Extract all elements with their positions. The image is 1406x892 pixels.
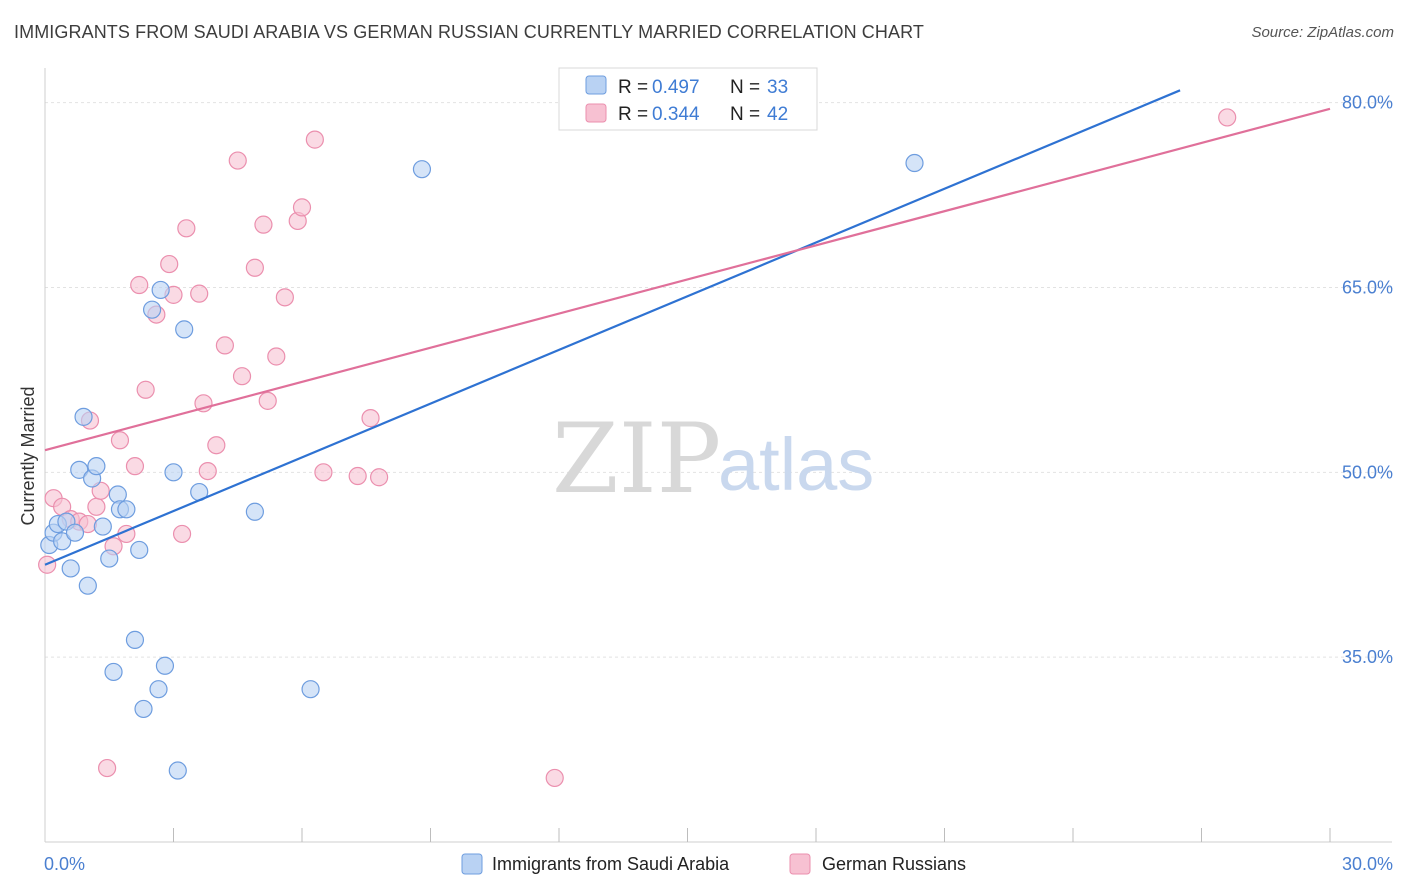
point-german-russians bbox=[254, 215, 273, 234]
legend-label-german-russians: German Russians bbox=[822, 854, 966, 874]
point-german-russians bbox=[267, 347, 286, 366]
point-saudi-arabia bbox=[134, 699, 153, 719]
stats-r-label-blue: R = bbox=[618, 77, 648, 98]
point-saudi-arabia bbox=[74, 407, 93, 426]
point-saudi-arabia bbox=[168, 761, 187, 780]
point-german-russians bbox=[207, 436, 226, 455]
point-saudi-arabia bbox=[301, 680, 320, 699]
point-german-russians bbox=[232, 367, 252, 386]
point-german-russians bbox=[545, 768, 564, 788]
stats-r-value-pink: 0.344 bbox=[652, 104, 700, 125]
stats-n-value-blue: 33 bbox=[767, 77, 788, 98]
point-saudi-arabia bbox=[100, 549, 119, 568]
trend-line-german-russians bbox=[44, 107, 1331, 452]
stats-r-value-blue: 0.497 bbox=[652, 77, 700, 98]
trend-lines bbox=[44, 89, 1331, 566]
point-saudi-arabia bbox=[104, 662, 123, 682]
point-german-russians bbox=[215, 336, 234, 355]
point-saudi-arabia bbox=[149, 680, 168, 699]
point-saudi-arabia bbox=[93, 517, 112, 536]
point-saudi-arabia bbox=[245, 502, 264, 521]
point-saudi-arabia bbox=[130, 540, 149, 560]
point-german-russians bbox=[160, 254, 179, 274]
stats-swatch-blue bbox=[585, 75, 607, 95]
point-german-russians bbox=[314, 463, 333, 482]
point-saudi-arabia bbox=[175, 320, 194, 339]
point-saudi-arabia bbox=[61, 559, 80, 578]
stats-r-label-pink: R = bbox=[618, 104, 648, 125]
watermark-zip: ZIP bbox=[552, 403, 721, 515]
point-german-russians bbox=[370, 468, 389, 487]
gridlines bbox=[45, 102, 1392, 658]
point-german-russians bbox=[91, 481, 110, 500]
y-axis-label: Currently Married bbox=[18, 386, 38, 525]
x-tick-label: 30.0% bbox=[1342, 854, 1393, 874]
point-saudi-arabia bbox=[70, 460, 89, 479]
point-saudi-arabia bbox=[53, 532, 72, 551]
chart-title: IMMIGRANTS FROM SAUDI ARABIA VS GERMAN R… bbox=[14, 22, 924, 42]
legend-swatch-saudi-arabia bbox=[461, 853, 483, 875]
point-saudi-arabia bbox=[151, 280, 170, 300]
point-german-russians bbox=[348, 466, 367, 486]
data-points bbox=[38, 108, 1237, 788]
tick-labels: 35.0% 50.0% 65.0% 80.0% 0.0% 30.0% bbox=[44, 93, 1393, 874]
stats-n-label-blue: N = bbox=[730, 77, 760, 98]
trend-line-saudi-arabia bbox=[44, 89, 1181, 566]
point-german-russians bbox=[361, 409, 380, 428]
source-credit: Source: ZipAtlas.com bbox=[1251, 24, 1394, 41]
point-saudi-arabia bbox=[87, 457, 106, 476]
y-tick-label: 80.0% bbox=[1342, 93, 1393, 113]
point-saudi-arabia bbox=[117, 500, 136, 519]
y-tick-label: 65.0% bbox=[1342, 277, 1393, 297]
point-german-russians bbox=[228, 151, 247, 170]
point-german-russians bbox=[130, 275, 149, 295]
point-german-russians bbox=[136, 380, 155, 399]
point-german-russians bbox=[98, 758, 117, 778]
series-legend: Immigrants from Saudi Arabia German Russ… bbox=[461, 853, 966, 875]
x-tick-label: 0.0% bbox=[44, 854, 85, 874]
legend-label-saudi-arabia: Immigrants from Saudi Arabia bbox=[492, 854, 730, 874]
y-tick-label: 50.0% bbox=[1342, 462, 1393, 482]
point-german-russians bbox=[305, 130, 324, 149]
point-german-russians bbox=[110, 431, 130, 450]
point-saudi-arabia bbox=[155, 656, 175, 675]
point-saudi-arabia bbox=[905, 153, 924, 173]
point-saudi-arabia bbox=[142, 300, 162, 319]
stats-swatch-pink bbox=[585, 103, 607, 123]
point-german-russians bbox=[190, 284, 209, 303]
point-german-russians bbox=[258, 391, 277, 410]
watermark-atlas: atlas bbox=[718, 423, 874, 506]
axes bbox=[44, 68, 1392, 843]
point-saudi-arabia bbox=[78, 576, 97, 595]
point-german-russians bbox=[1218, 108, 1237, 127]
watermark: ZIP atlas bbox=[552, 403, 874, 515]
legend-swatch-german-russians bbox=[789, 853, 811, 875]
point-german-russians bbox=[87, 497, 106, 516]
point-german-russians bbox=[172, 524, 192, 544]
point-saudi-arabia bbox=[125, 630, 145, 650]
point-saudi-arabia bbox=[412, 160, 432, 179]
stats-legend: R = 0.497 N = 33 R = 0.344 N = 42 bbox=[558, 67, 818, 131]
point-german-russians bbox=[198, 461, 217, 481]
point-german-russians bbox=[125, 457, 145, 476]
y-tick-label: 35.0% bbox=[1342, 647, 1393, 667]
point-german-russians bbox=[245, 258, 264, 277]
point-german-russians bbox=[177, 219, 196, 238]
stats-n-value-pink: 42 bbox=[767, 104, 788, 125]
stats-n-label-pink: N = bbox=[730, 104, 760, 125]
point-saudi-arabia bbox=[65, 523, 85, 542]
point-german-russians bbox=[275, 288, 294, 307]
point-german-russians bbox=[292, 198, 312, 217]
point-saudi-arabia bbox=[164, 463, 183, 482]
